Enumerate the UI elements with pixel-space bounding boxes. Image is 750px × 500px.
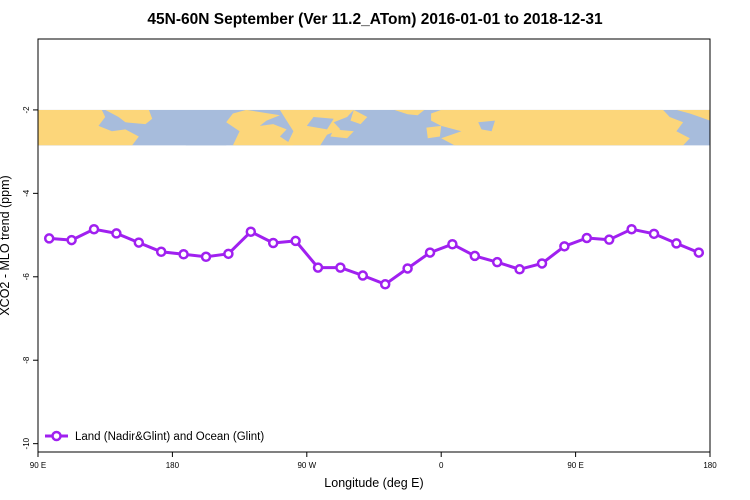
map-land-8 — [426, 125, 442, 139]
series-layer — [43, 223, 705, 290]
x-axis-label: Longitude (deg E) — [324, 476, 423, 490]
data-point — [693, 247, 705, 258]
map-water-2 — [185, 129, 233, 146]
series-line-0 — [49, 227, 700, 286]
data-point — [379, 279, 391, 290]
data-point — [335, 262, 346, 273]
data-point — [43, 233, 55, 244]
world-map-band — [38, 109, 710, 146]
data-point — [514, 264, 525, 275]
y-tick-label-3: -8 — [22, 356, 31, 364]
data-point — [290, 235, 301, 247]
map-land-1 — [105, 109, 153, 125]
y-tick-label-2: -6 — [22, 273, 31, 281]
data-point — [559, 241, 570, 252]
data-point — [111, 228, 122, 239]
y-tick-label-4: -10 — [22, 437, 31, 449]
map-land-3 — [279, 109, 354, 146]
legend-marker — [51, 430, 62, 442]
data-point — [424, 247, 436, 258]
map-water-1 — [478, 120, 495, 132]
x-tick-label-3: 0 — [439, 461, 444, 470]
data-point — [581, 232, 593, 244]
map-land-7 — [431, 109, 690, 146]
map-land-9 — [676, 109, 710, 121]
x-tick-label-2: 90 W — [297, 461, 316, 470]
data-point — [88, 223, 100, 235]
data-point — [66, 234, 77, 246]
data-point — [223, 248, 234, 260]
data-point — [626, 223, 637, 235]
legend-label: Land (Nadir&Glint) and Ocean (Glint) — [75, 431, 264, 443]
y-tick-label-1: -4 — [22, 189, 31, 197]
map-water-0 — [306, 117, 334, 130]
axes: -2 -4 -6 -8 -10 90 E 180 90 W 0 90 E 180 — [22, 106, 717, 470]
data-point — [245, 226, 257, 237]
data-point — [447, 238, 458, 250]
x-tick-label-0: 90 E — [30, 461, 46, 470]
data-point — [357, 270, 369, 281]
y-axis-label: XCO2 - MLO trend (ppm) — [0, 175, 12, 315]
x-tick-label-4: 90 E — [567, 461, 583, 470]
x-tick-label-5: 180 — [703, 461, 717, 470]
data-point — [402, 263, 413, 274]
y-tick-label-0: -2 — [22, 106, 31, 114]
data-point — [491, 256, 503, 268]
data-point — [671, 238, 682, 249]
x-tick-label-1: 180 — [166, 461, 180, 470]
map-land-4 — [350, 109, 368, 125]
map-land-0 — [38, 109, 139, 146]
plot-frame — [37, 38, 711, 453]
data-point — [536, 258, 548, 269]
data-point — [155, 246, 167, 258]
data-point — [648, 228, 660, 240]
map-land-6 — [394, 109, 425, 116]
data-point — [312, 262, 324, 273]
data-point — [200, 251, 212, 263]
map-land-5 — [330, 129, 354, 139]
map-land-2 — [226, 109, 294, 146]
chart-title: 45N-60N September (Ver 11.2_ATom) 2016-0… — [147, 11, 603, 28]
data-point — [178, 249, 189, 260]
legend: Land (Nadir&Glint) and Ocean (Glint) — [45, 430, 264, 443]
data-point — [469, 250, 481, 262]
data-point — [133, 237, 145, 248]
data-point — [267, 237, 279, 249]
data-point — [603, 234, 615, 245]
